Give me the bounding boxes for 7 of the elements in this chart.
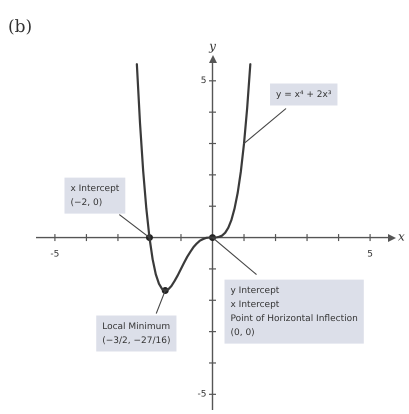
y-axis-title: y: [208, 39, 216, 54]
annotation: y = x⁴ + 2x³: [276, 90, 332, 100]
chart-title: (b): [8, 17, 32, 37]
annotation: y Intercept x Intercept Point of Horizontal Inflection (0, 0): [230, 286, 358, 338]
x-axis-title: x: [398, 230, 405, 244]
annotation: x Intercept (−2, 0): [70, 184, 120, 208]
annotation: Local Minimum (−3/2, −27/16): [102, 322, 170, 346]
